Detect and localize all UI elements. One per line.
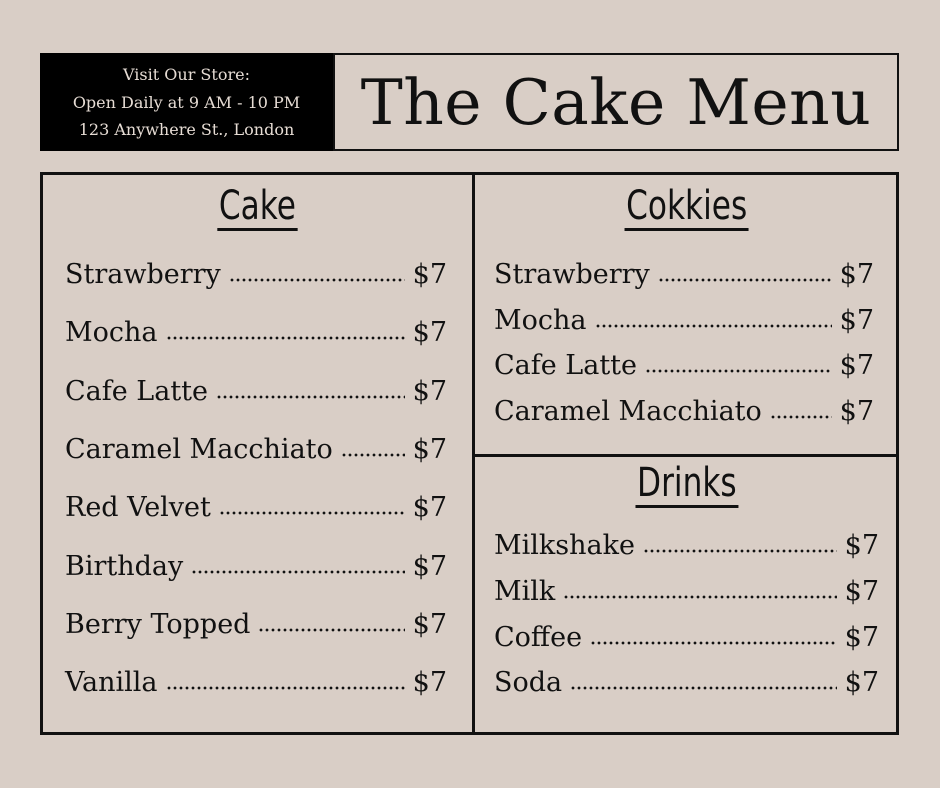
store-info: Visit Our Store: Open Daily at 9 AM - 10… xyxy=(40,53,333,151)
column-divider xyxy=(472,175,475,732)
cookies-menu-item: Strawberry $7 xyxy=(494,259,874,290)
dot-leader xyxy=(563,593,837,600)
cake-heading: Cake xyxy=(217,183,298,231)
item-price: $7 xyxy=(412,433,447,465)
title-box: The Cake Menu xyxy=(333,53,899,151)
drinks-menu-item: Milkshake $7 xyxy=(494,530,879,561)
dot-leader xyxy=(769,414,832,421)
cake-menu-item: Vanilla $7 xyxy=(65,667,447,698)
item-name: Milkshake xyxy=(494,530,635,561)
cake-menu-item: Berry Topped $7 xyxy=(65,609,447,640)
cake-menu-item: Birthday $7 xyxy=(65,551,447,582)
item-name: Mocha xyxy=(494,304,587,336)
item-price: $7 xyxy=(844,575,879,607)
page-title: The Cake Menu xyxy=(360,65,872,139)
dot-leader xyxy=(218,510,405,517)
item-name: Vanilla xyxy=(65,667,158,699)
store-hours: Open Daily at 9 AM - 10 PM xyxy=(72,92,301,112)
drinks-menu-item: Milk $7 xyxy=(494,576,879,607)
item-price: $7 xyxy=(839,259,874,290)
item-name: Soda xyxy=(494,667,563,699)
cookies-menu-item: Cafe Latte $7 xyxy=(494,350,874,381)
item-name: Birthday xyxy=(65,550,184,582)
cake-menu-item: Caramel Macchiato $7 xyxy=(65,434,447,465)
dot-leader xyxy=(216,393,405,400)
item-name: Strawberry xyxy=(494,259,650,290)
cookies-heading: Cokkies xyxy=(624,183,750,231)
dot-leader xyxy=(191,568,405,575)
drinks-menu-item: Soda $7 xyxy=(494,667,879,698)
item-name: Coffee xyxy=(494,621,583,653)
dot-leader xyxy=(258,626,405,633)
cookies-menu-item: Mocha $7 xyxy=(494,305,874,336)
item-price: $7 xyxy=(412,317,447,349)
dot-leader xyxy=(165,335,405,342)
item-price: $7 xyxy=(412,608,447,640)
item-name: Red Velvet xyxy=(65,492,211,524)
item-price: $7 xyxy=(839,396,874,428)
item-price: $7 xyxy=(839,350,874,382)
item-name: Mocha xyxy=(65,317,158,349)
item-price: $7 xyxy=(412,492,447,524)
cake-menu-item: Strawberry $7 xyxy=(65,259,447,290)
item-name: Berry Topped xyxy=(65,608,251,640)
item-name: Cafe Latte xyxy=(65,375,209,407)
dot-leader xyxy=(657,277,832,283)
cake-menu-item: Mocha $7 xyxy=(65,317,447,348)
item-price: $7 xyxy=(844,667,879,699)
dot-leader xyxy=(570,685,837,692)
store-address: 123 Anywhere St., London xyxy=(78,120,295,139)
item-name: Cafe Latte xyxy=(494,350,638,382)
item-name: Caramel Macchiato xyxy=(65,433,333,465)
cookies-menu-item: Caramel Macchiato $7 xyxy=(494,396,874,427)
dot-leader xyxy=(228,277,405,283)
item-price: $7 xyxy=(412,375,447,407)
cake-menu-item: Cafe Latte $7 xyxy=(65,376,447,407)
item-price: $7 xyxy=(839,304,874,336)
dot-leader xyxy=(590,639,837,646)
item-name: Caramel Macchiato xyxy=(494,396,762,428)
drinks-menu-item: Coffee $7 xyxy=(494,622,879,653)
cake-menu-item: Red Velvet $7 xyxy=(65,492,447,523)
item-name: Strawberry xyxy=(65,259,221,290)
item-price: $7 xyxy=(412,667,447,699)
menu-board: Cake Cokkies Drinks Strawberry $7 Mocha $7 C… xyxy=(40,172,899,735)
dot-leader xyxy=(645,368,832,375)
dot-leader xyxy=(165,685,405,692)
dot-leader xyxy=(594,322,832,329)
item-price: $7 xyxy=(844,621,879,653)
item-price: $7 xyxy=(412,259,447,290)
drinks-heading: Drinks xyxy=(635,460,739,508)
item-price: $7 xyxy=(412,550,447,582)
item-name: Milk xyxy=(494,575,556,607)
section-divider xyxy=(475,454,896,457)
item-price: $7 xyxy=(844,530,879,561)
store-info-heading: Visit Our Store: xyxy=(123,65,250,84)
dot-leader xyxy=(340,451,405,458)
dot-leader xyxy=(642,548,837,554)
